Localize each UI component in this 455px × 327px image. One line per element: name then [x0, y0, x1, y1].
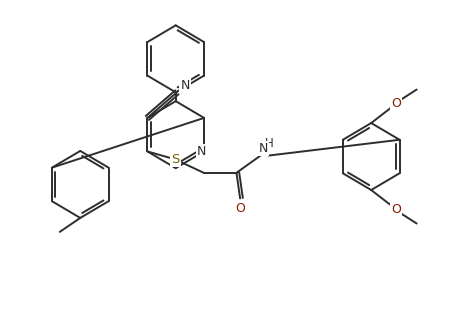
Text: S: S: [171, 153, 179, 166]
Text: H: H: [264, 137, 273, 150]
Text: O: O: [235, 202, 244, 215]
Text: N: N: [180, 79, 189, 92]
Text: O: O: [390, 203, 400, 216]
Text: N: N: [258, 142, 268, 155]
Text: O: O: [390, 97, 400, 110]
Text: N: N: [197, 145, 206, 158]
